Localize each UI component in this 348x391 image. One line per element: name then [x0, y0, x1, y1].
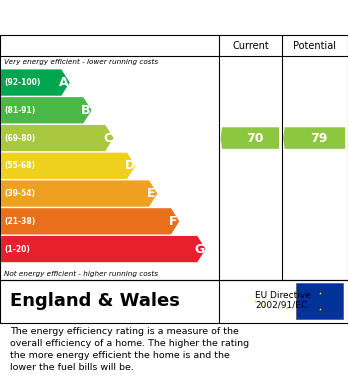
Polygon shape: [1, 152, 135, 179]
Text: Current: Current: [232, 41, 269, 50]
Polygon shape: [1, 125, 113, 151]
Text: C: C: [103, 131, 112, 145]
Text: (69-80): (69-80): [4, 134, 35, 143]
Text: Potential: Potential: [293, 41, 337, 50]
Polygon shape: [283, 127, 345, 149]
Polygon shape: [221, 127, 279, 149]
Text: 70: 70: [246, 131, 263, 145]
Text: EU Directive
2002/91/EC: EU Directive 2002/91/EC: [255, 291, 311, 310]
Text: Not energy efficient - higher running costs: Not energy efficient - higher running co…: [4, 271, 158, 277]
Bar: [296, 283, 343, 319]
Text: F: F: [169, 215, 178, 228]
Polygon shape: [1, 70, 70, 96]
Text: (81-91): (81-91): [4, 106, 35, 115]
Text: Energy Efficiency Rating: Energy Efficiency Rating: [10, 11, 221, 26]
Text: A: A: [59, 76, 69, 89]
Text: Very energy efficient - lower running costs: Very energy efficient - lower running co…: [4, 59, 158, 65]
Polygon shape: [1, 208, 179, 235]
Text: (39-54): (39-54): [4, 189, 35, 198]
Text: D: D: [125, 159, 135, 172]
Text: E: E: [147, 187, 156, 200]
Polygon shape: [1, 236, 206, 262]
Text: B: B: [81, 104, 90, 117]
Polygon shape: [1, 97, 92, 124]
Polygon shape: [1, 180, 157, 207]
Text: (21-38): (21-38): [4, 217, 35, 226]
Text: (92-100): (92-100): [4, 78, 41, 87]
Text: The energy efficiency rating is a measure of the
overall efficiency of a home. T: The energy efficiency rating is a measur…: [10, 327, 250, 372]
Text: 79: 79: [310, 131, 328, 145]
Text: (1-20): (1-20): [4, 244, 30, 254]
Text: England & Wales: England & Wales: [10, 292, 180, 310]
Text: G: G: [195, 242, 205, 256]
Text: (55-68): (55-68): [4, 161, 35, 170]
